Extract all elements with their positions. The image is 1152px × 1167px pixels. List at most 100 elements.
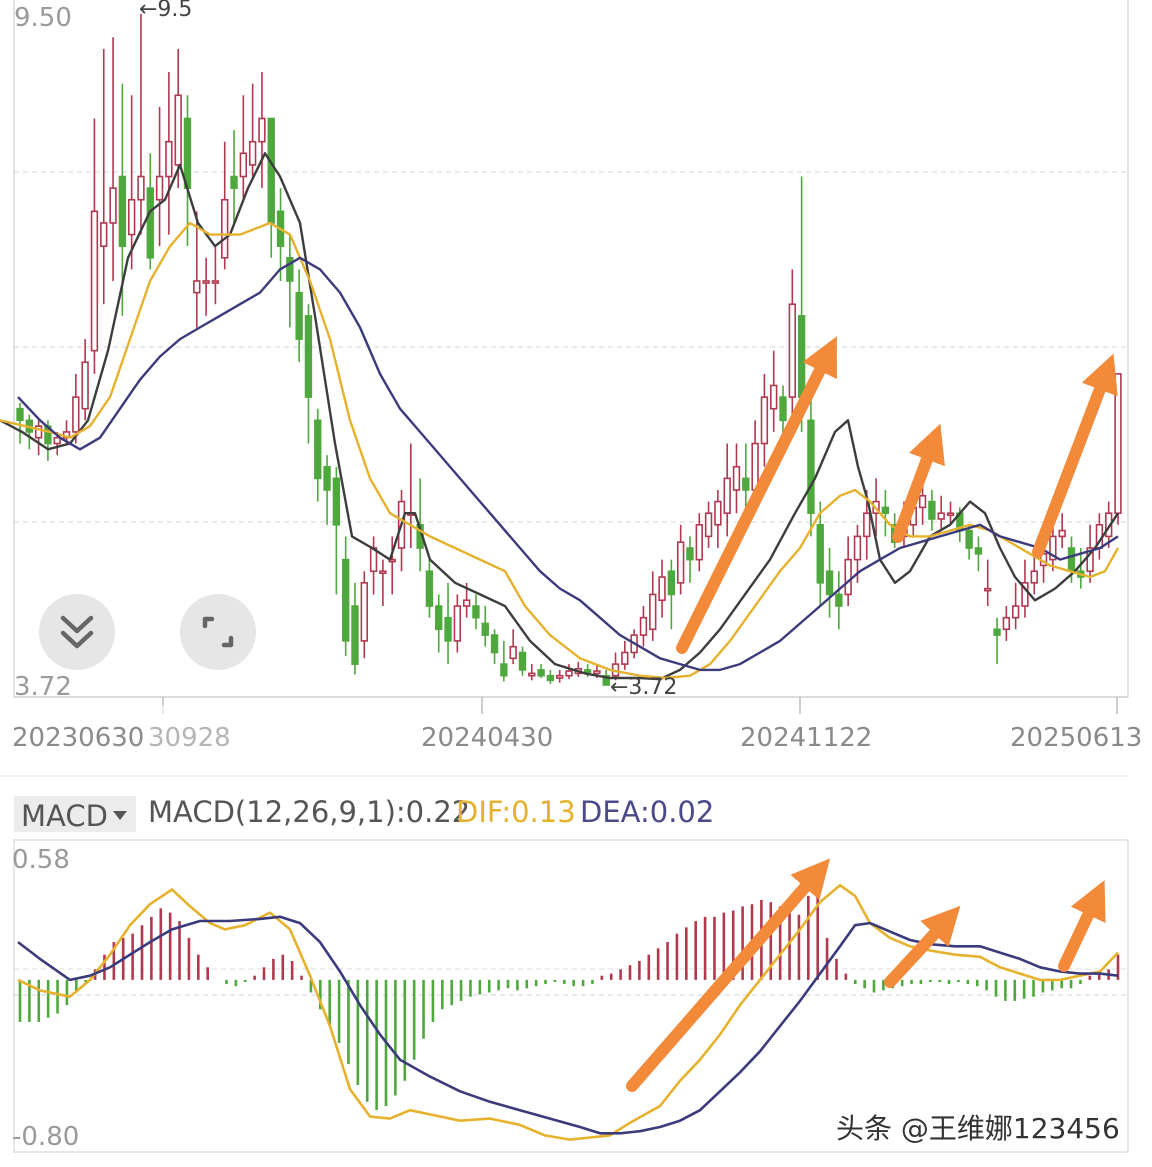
candlestick xyxy=(34,420,43,456)
candlestick xyxy=(760,373,769,467)
macd-value-label: MACD(12,26,9,1):0.22 xyxy=(148,795,470,829)
candlestick xyxy=(472,594,480,630)
indicator-select-label: MACD xyxy=(21,799,108,833)
candlestick xyxy=(639,606,648,647)
candlestick xyxy=(481,606,489,647)
trend-arrow xyxy=(892,423,945,543)
dif-value-label: DIF:0.13 xyxy=(456,795,576,829)
trend-arrow xyxy=(626,858,831,1092)
high-price-marker: ←9.5 xyxy=(139,0,192,22)
candlestick xyxy=(695,513,703,572)
candlestick xyxy=(984,559,992,607)
candlestick xyxy=(974,536,983,572)
candlestick xyxy=(435,594,443,653)
candlestick xyxy=(369,536,378,595)
candlestick xyxy=(155,106,164,247)
candlestick xyxy=(621,640,629,670)
candlestick xyxy=(965,524,973,560)
candlestick xyxy=(165,72,173,235)
trend-arrow xyxy=(1032,353,1118,558)
candlestick xyxy=(341,536,350,656)
candlestick xyxy=(946,501,955,525)
candlestick xyxy=(509,629,517,665)
candlestick xyxy=(1049,524,1057,572)
candlestick xyxy=(556,669,564,683)
candlestick xyxy=(137,14,145,235)
candlestick xyxy=(360,571,368,659)
candlestick xyxy=(1002,606,1011,641)
candlestick xyxy=(723,443,731,537)
candlestick xyxy=(109,37,117,282)
candlestick xyxy=(72,373,80,444)
candlestick xyxy=(295,269,303,363)
fullscreen-icon xyxy=(202,616,234,648)
candlestick xyxy=(658,559,666,618)
candlestick xyxy=(90,118,99,374)
candlestick xyxy=(574,661,582,677)
candlestick xyxy=(490,629,499,665)
candlestick xyxy=(230,130,238,223)
candlestick xyxy=(314,408,322,502)
candlestick xyxy=(332,466,341,595)
candlestick xyxy=(835,571,843,630)
candlestick xyxy=(788,269,797,421)
candlestick xyxy=(453,594,462,653)
candlestick xyxy=(25,414,33,450)
candlestick xyxy=(118,83,127,316)
candlestick xyxy=(546,669,555,684)
low-price-marker: ←3.72 xyxy=(610,675,677,700)
candlestick-series xyxy=(16,14,1122,686)
macd-histogram xyxy=(18,881,1120,1111)
watermark: 头条 @王维娜123456 xyxy=(830,1106,1126,1150)
trend-arrow xyxy=(676,336,837,654)
candlestick xyxy=(127,95,136,270)
candlestick xyxy=(807,385,815,537)
candlestick xyxy=(388,536,396,595)
dea-line xyxy=(17,915,1119,1135)
date-label: 20230630 xyxy=(12,723,144,753)
candlestick xyxy=(1011,582,1020,630)
indicator-select[interactable]: MACD xyxy=(14,796,136,833)
candlestick xyxy=(686,536,694,583)
candlestick xyxy=(676,524,685,595)
candlestick xyxy=(844,536,852,607)
candlestick xyxy=(667,559,676,630)
candlestick xyxy=(500,640,508,682)
candlestick xyxy=(1114,373,1122,525)
candlestick xyxy=(81,339,89,421)
collapse-button[interactable] xyxy=(39,594,115,670)
date-label: 30928 xyxy=(148,723,231,753)
candlestick xyxy=(770,350,778,432)
macd-panel-frame xyxy=(13,839,1129,1153)
candlestick xyxy=(928,489,936,531)
candlestick xyxy=(732,443,741,514)
candlestick xyxy=(444,582,452,665)
candlestick xyxy=(258,72,266,189)
candlestick xyxy=(100,48,108,305)
candlestick xyxy=(714,489,722,549)
ma_yellow-line xyxy=(0,221,1120,680)
price-panel-frame xyxy=(13,0,1129,698)
candlestick xyxy=(267,117,275,258)
date-label: 20250613 xyxy=(1010,723,1142,753)
trend-arrows-price xyxy=(676,336,1118,654)
ma_dark-line xyxy=(0,152,1120,681)
candlestick xyxy=(425,559,434,618)
candlestick xyxy=(704,501,713,549)
candlestick xyxy=(537,664,545,679)
fullscreen-button[interactable] xyxy=(180,594,256,670)
candlestick xyxy=(16,402,24,444)
candlestick xyxy=(379,559,387,607)
price-axis-bottom-label: 3.72 xyxy=(14,672,72,702)
candlestick xyxy=(993,617,1001,665)
candlestick xyxy=(248,83,257,177)
double-chevron-down-icon xyxy=(60,615,94,649)
candlestick xyxy=(239,95,248,200)
candlestick xyxy=(202,257,210,316)
candlestick xyxy=(304,304,313,444)
trend-arrow xyxy=(1058,880,1106,972)
candlestick xyxy=(193,211,201,328)
trend-arrows-macd xyxy=(626,858,1106,1092)
watermark-text: 头条 @王维娜123456 xyxy=(836,1112,1120,1145)
